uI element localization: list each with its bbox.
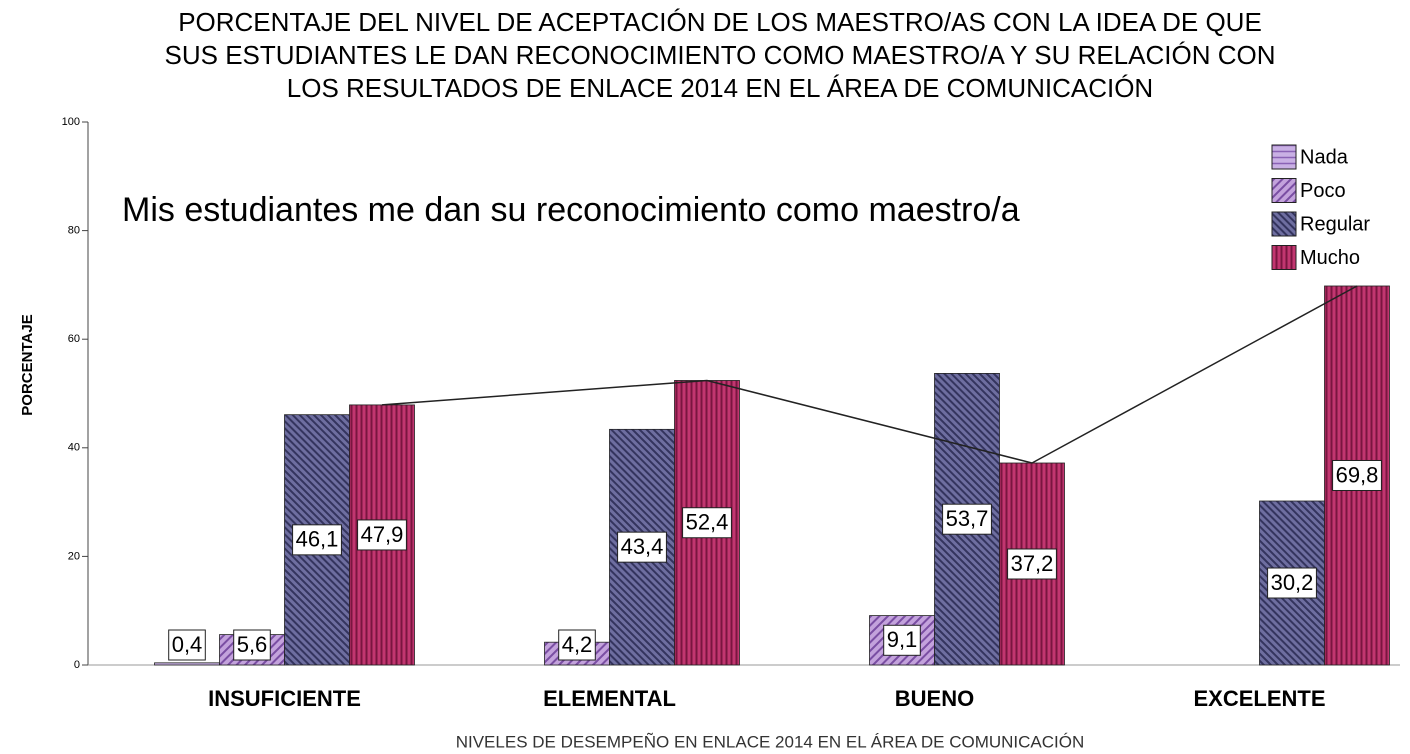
- x-tick-label: BUENO: [895, 686, 974, 711]
- value-label-box: [883, 624, 921, 656]
- value-label: 69,8: [1336, 462, 1379, 487]
- value-label: 43,4: [621, 534, 664, 559]
- legend-label: Poco: [1300, 180, 1346, 202]
- value-label: 5,6: [237, 632, 268, 657]
- legend-label: Nada: [1300, 146, 1349, 168]
- value-label-box: [292, 524, 342, 556]
- value-label: 30,2: [1271, 570, 1314, 595]
- trend-line: [381, 285, 1358, 464]
- value-label-box: [617, 531, 667, 563]
- y-tick-label: 100: [62, 116, 80, 128]
- value-label-box: [1007, 548, 1057, 580]
- legend-swatch: [1271, 178, 1297, 203]
- y-tick-label: 0: [74, 659, 80, 671]
- value-label: 52,4: [686, 510, 729, 535]
- value-label: 4,2: [562, 632, 593, 657]
- value-label: 37,2: [1011, 551, 1054, 576]
- chart-title: SUS ESTUDIANTES LE DAN RECONOCIMIENTO CO…: [165, 40, 1276, 70]
- chart-title: LOS RESULTADOS DE ENLACE 2014 EN EL ÁREA…: [287, 73, 1153, 103]
- value-label-box: [357, 519, 407, 551]
- value-label: 46,1: [296, 527, 339, 552]
- value-label-box: [942, 503, 992, 535]
- value-label: 9,1: [887, 627, 918, 652]
- x-tick-label: ELEMENTAL: [543, 686, 676, 711]
- legend-swatch: [1271, 144, 1297, 170]
- legend-swatch: [1271, 245, 1297, 270]
- legend-label: Regular: [1300, 213, 1370, 235]
- value-label-box: [1332, 459, 1382, 491]
- value-label: 53,7: [946, 506, 989, 531]
- x-axis-label: NIVELES DE DESEMPEÑO EN ENLACE 2014 EN E…: [456, 732, 1085, 751]
- y-tick-label: 60: [68, 333, 80, 345]
- value-label-box: [558, 629, 596, 661]
- bar: [154, 662, 220, 666]
- x-tick-label: EXCELENTE: [1193, 686, 1325, 711]
- value-label: 47,9: [361, 522, 404, 547]
- y-tick-label: 20: [68, 550, 80, 562]
- y-tick-label: 80: [68, 225, 80, 237]
- value-label-box: [233, 629, 271, 661]
- y-axis-label: PORCENTAJE: [19, 314, 36, 415]
- value-label-box: [682, 507, 732, 539]
- chart-title: PORCENTAJE DEL NIVEL DE ACEPTACIÓN DE LO…: [178, 7, 1262, 37]
- value-label-box: [1267, 567, 1317, 599]
- value-label: 0,4: [172, 632, 203, 657]
- legend-label: Mucho: [1300, 247, 1360, 269]
- legend-swatch: [1271, 211, 1297, 237]
- y-tick-label: 40: [68, 442, 80, 454]
- value-label-box: [168, 629, 206, 661]
- x-tick-label: INSUFICIENTE: [208, 686, 361, 711]
- annotation: Mis estudiantes me dan su reconocimiento…: [122, 191, 1020, 229]
